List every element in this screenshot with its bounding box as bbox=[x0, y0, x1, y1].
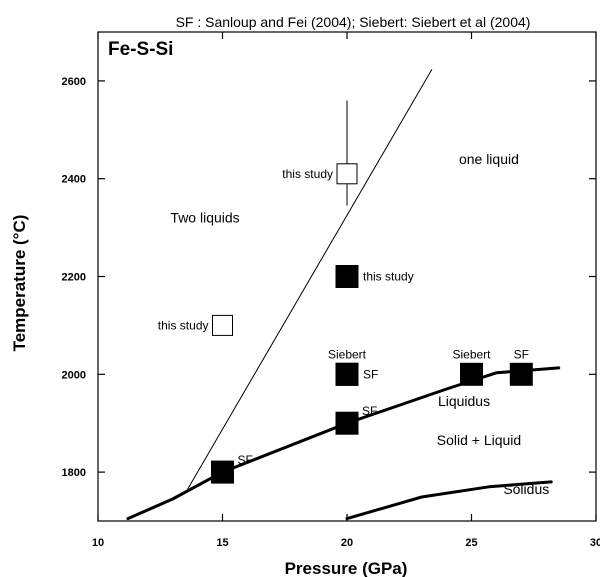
y-axis-title: Temperature (°C) bbox=[10, 215, 29, 352]
filled-square-point bbox=[509, 362, 533, 386]
open-square-point bbox=[336, 163, 358, 185]
solidus-line bbox=[345, 480, 553, 521]
x-tick-label: 30 bbox=[590, 537, 600, 549]
open-square-point bbox=[212, 314, 233, 336]
point-label: SF bbox=[238, 453, 253, 467]
region-label: Solid + Liquid bbox=[437, 432, 521, 448]
point-label: SF bbox=[514, 347, 529, 361]
x-tick-label: 15 bbox=[216, 537, 228, 549]
y-tick-label: 2600 bbox=[62, 76, 86, 88]
point-label: this study bbox=[282, 167, 333, 181]
filled-square-point bbox=[335, 362, 359, 386]
miscibility-line bbox=[187, 69, 433, 490]
y-tick-label: 1800 bbox=[62, 467, 86, 479]
point-label: SF bbox=[362, 404, 377, 418]
point-label: this study bbox=[363, 270, 414, 284]
y-tick-label: 2400 bbox=[62, 174, 86, 186]
point-label: Siebert bbox=[328, 347, 367, 361]
region-label: Two liquids bbox=[170, 210, 239, 226]
x-tick-label: 25 bbox=[465, 537, 477, 549]
region-label: one liquid bbox=[459, 151, 519, 167]
point-label: this study bbox=[158, 318, 209, 332]
top-note: SF : Sanloup and Fei (2004); Siebert: Si… bbox=[176, 14, 531, 30]
point-label: Siebert bbox=[452, 347, 491, 361]
x-tick-label: 20 bbox=[341, 537, 353, 549]
y-tick-label: 2000 bbox=[62, 369, 86, 381]
filled-square-point bbox=[211, 460, 234, 484]
y-tick-label: 2200 bbox=[62, 272, 86, 284]
filled-square-point bbox=[335, 265, 359, 288]
plot-area: 10 15 20 25 30 1800 2000 2200 2400 2600 one liquid… bbox=[62, 31, 600, 549]
filled-square-point bbox=[460, 362, 483, 386]
region-label: Solidus bbox=[503, 481, 549, 497]
point-label: SF bbox=[363, 367, 378, 381]
x-axis-title: Pressure (GPa) bbox=[285, 559, 408, 577]
panel-label: Fe-S-Si bbox=[108, 39, 173, 60]
filled-square-point bbox=[335, 411, 359, 435]
region-label: Liquidus bbox=[438, 393, 490, 409]
x-tick-label: 10 bbox=[92, 537, 104, 549]
